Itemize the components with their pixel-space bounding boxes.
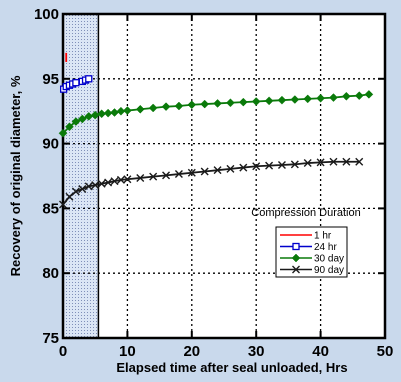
- legend-swatch-marker: [292, 242, 300, 251]
- data-point: [174, 101, 184, 111]
- data-point: [65, 192, 74, 201]
- legend-label: 30 day: [314, 254, 344, 265]
- data-point: [85, 75, 93, 83]
- data-point: [72, 79, 80, 87]
- data-point: [303, 159, 312, 168]
- data-point: [213, 99, 222, 108]
- data-point: [77, 114, 87, 124]
- data-point: [303, 94, 313, 104]
- y-tick-label: 80: [42, 265, 59, 282]
- data-point: [116, 175, 125, 184]
- data-point: [84, 182, 93, 191]
- data-point: [265, 161, 274, 170]
- data-point: [251, 97, 261, 106]
- data-point: [329, 93, 338, 102]
- plot-area: [63, 14, 385, 338]
- data-point: [342, 157, 351, 166]
- series-24-hr: [59, 75, 93, 93]
- data-point: [239, 163, 248, 172]
- data-point: [264, 96, 274, 106]
- series-30-day: [58, 89, 374, 138]
- y-tick-label: 75: [42, 330, 59, 347]
- data-point: [213, 166, 222, 175]
- data-point: [316, 93, 325, 103]
- y-tick-label: 85: [42, 200, 59, 217]
- data-point: [342, 91, 351, 101]
- data-point: [97, 179, 106, 188]
- data-point: [123, 175, 132, 184]
- data-point: [316, 158, 325, 167]
- data-point: [78, 184, 87, 193]
- legend-swatch-marker: [291, 253, 301, 263]
- data-point: [252, 162, 261, 171]
- legend-title: Compression Duration: [251, 207, 360, 219]
- legend-swatch-marker: [292, 265, 300, 274]
- x-tick-label: 30: [248, 343, 265, 360]
- data-point: [238, 97, 248, 107]
- data-point: [71, 187, 80, 196]
- data-point: [104, 178, 113, 187]
- data-point: [103, 108, 113, 118]
- plot-frame: [61, 12, 387, 340]
- data-point: [290, 160, 299, 169]
- x-tick-label: 20: [183, 343, 200, 360]
- data-point: [187, 100, 197, 110]
- data-point: [59, 200, 67, 209]
- y-tick-label: 95: [42, 71, 59, 88]
- data-point: [226, 164, 235, 173]
- data-point: [71, 117, 81, 126]
- data-point: [58, 128, 68, 138]
- y-axis-title: Recovery of original diameter, %: [8, 75, 23, 276]
- data-point: [174, 170, 183, 179]
- data-point: [97, 109, 106, 119]
- data-point: [355, 157, 364, 166]
- legend-label: 1 hr: [314, 231, 332, 242]
- data-point: [136, 173, 145, 182]
- y-tick-label: 90: [42, 136, 59, 153]
- data-point: [149, 172, 158, 181]
- x-axis-title: Elapsed time after seal unloaded, Hrs: [116, 360, 347, 375]
- data-point: [110, 177, 119, 186]
- data-point: [65, 122, 74, 132]
- data-point: [187, 168, 196, 177]
- data-point: [364, 89, 374, 99]
- data-point: [226, 98, 235, 108]
- data-point: [116, 106, 126, 116]
- data-point: [162, 171, 171, 180]
- legend-label: 90 day: [314, 265, 344, 276]
- y-tick-label: 100: [34, 6, 59, 23]
- x-tick-label: 40: [312, 343, 329, 360]
- shaded-region: [63, 14, 99, 338]
- x-tick-label: 10: [119, 343, 136, 360]
- data-point: [200, 167, 209, 176]
- data-point: [354, 91, 364, 101]
- series-90-day: [59, 157, 364, 209]
- data-point: [329, 157, 338, 166]
- data-point: [135, 104, 145, 114]
- legend-label: 24 hr: [314, 242, 337, 253]
- data-point: [161, 102, 171, 112]
- data-point: [290, 95, 300, 104]
- x-tick-label: 50: [377, 343, 394, 360]
- data-point: [277, 95, 287, 105]
- data-point: [123, 106, 132, 115]
- data-point: [91, 181, 100, 190]
- data-point: [200, 99, 210, 109]
- data-point: [148, 103, 158, 113]
- x-tick-label: 0: [59, 343, 67, 360]
- data-point: [277, 160, 286, 169]
